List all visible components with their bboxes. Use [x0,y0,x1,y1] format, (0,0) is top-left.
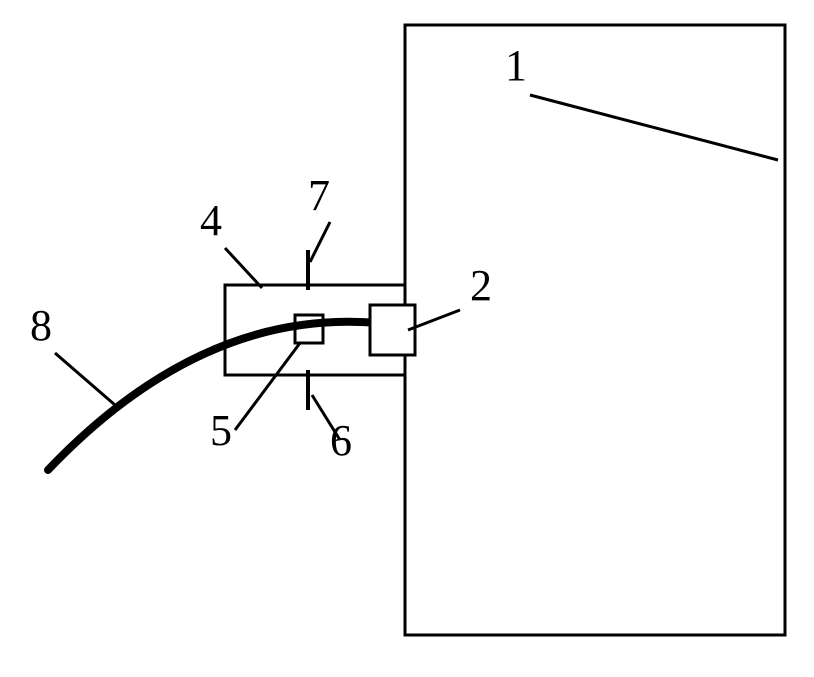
label-1: 1 [505,41,527,90]
label-4: 4 [200,196,222,245]
label-6: 6 [330,416,352,465]
label-8: 8 [30,301,52,350]
label-2: 2 [470,261,492,310]
label-5: 5 [210,406,232,455]
label-7: 7 [308,171,330,220]
